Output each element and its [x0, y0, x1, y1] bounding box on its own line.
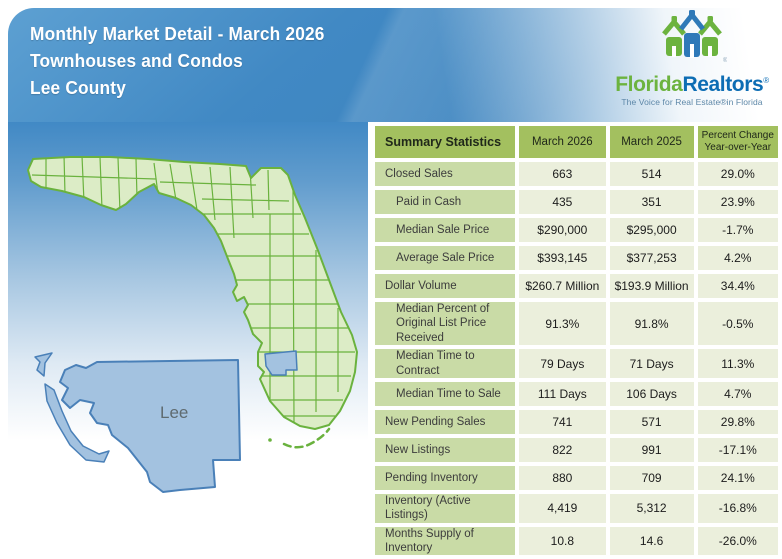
- logo-word-florida: Florida: [615, 73, 683, 96]
- title-line-county: Lee County: [30, 78, 127, 98]
- value-march-2026: 10.8: [519, 526, 606, 556]
- value-percent-change: 23.9%: [697, 190, 778, 214]
- row-label: Median Time to Contract: [375, 349, 516, 378]
- value-march-2026: 663: [519, 162, 606, 186]
- value-march-2026: 435: [519, 190, 606, 214]
- value-march-2025: 991: [609, 437, 694, 462]
- row-label: Median Time to Sale: [375, 381, 516, 406]
- value-percent-change: 29.8%: [697, 409, 778, 434]
- value-march-2025: 351: [609, 190, 694, 214]
- value-march-2025: 709: [609, 465, 694, 490]
- value-march-2026: 91.3%: [519, 302, 606, 346]
- title-line-property-type: Townhouses and Condos: [30, 51, 243, 71]
- value-percent-change: 24.1%: [697, 465, 778, 490]
- florida-realtors-logo: ® FloridaRealtors® The Voice for Real Es…: [610, 10, 774, 107]
- lee-county-highlight: [264, 350, 298, 376]
- row-label: Paid in Cash: [375, 190, 516, 214]
- value-march-2025: 571: [609, 409, 694, 434]
- row-label: Closed Sales: [375, 162, 516, 186]
- value-percent-change: -26.0%: [697, 526, 778, 556]
- table-row: New Listings 822 991 -17.1%: [375, 437, 778, 462]
- table-row: Closed Sales 663 514 29.0%: [375, 162, 778, 186]
- logo-tagline: The Voice for Real Estate®in Florida: [621, 97, 763, 107]
- table-row: New Pending Sales 741 571 29.8%: [375, 409, 778, 434]
- florida-county-map: Lee: [8, 122, 368, 541]
- inset-island-barrier: [44, 383, 110, 463]
- logo-word-realtors: Realtors: [682, 73, 764, 96]
- row-label: Median Sale Price: [375, 218, 516, 242]
- table-row: Inventory (Active Listings) 4,419 5,312 …: [375, 493, 778, 523]
- house-people-icon: ®: [662, 10, 727, 64]
- value-march-2026: $290,000: [519, 218, 606, 242]
- column-header-percent-change: Percent Change Year-over-Year: [697, 126, 778, 158]
- value-percent-change: 29.0%: [697, 162, 778, 186]
- value-march-2026: 822: [519, 437, 606, 462]
- header-banner: Monthly Market Detail - March 2026 Townh…: [8, 8, 782, 122]
- row-label: Pending Inventory: [375, 465, 516, 490]
- table-row: Average Sale Price $393,145 $377,253 4.2…: [375, 246, 778, 270]
- row-label: New Pending Sales: [375, 409, 516, 434]
- value-percent-change: 11.3%: [697, 349, 778, 378]
- column-header-march-2026: March 2026: [519, 126, 606, 158]
- county-boundaries: [31, 157, 356, 423]
- table-row: Median Percent of Original List Price Re…: [375, 302, 778, 346]
- row-label: New Listings: [375, 437, 516, 462]
- value-march-2025: $295,000: [609, 218, 694, 242]
- value-percent-change: -16.8%: [697, 493, 778, 523]
- value-march-2026: 79 Days: [519, 349, 606, 378]
- value-march-2025: 514: [609, 162, 694, 186]
- inset-island-north: [34, 352, 53, 377]
- row-label: Dollar Volume: [375, 274, 516, 298]
- value-march-2026: 880: [519, 465, 606, 490]
- table-row: Median Time to Contract 79 Days 71 Days …: [375, 349, 778, 378]
- inset-county-label: Lee: [160, 403, 188, 422]
- value-march-2025: 14.6: [609, 526, 694, 556]
- value-march-2026: 741: [519, 409, 606, 434]
- table-row: Median Sale Price $290,000 $295,000 -1.7…: [375, 218, 778, 242]
- table-row: Median Time to Sale 111 Days 106 Days 4.…: [375, 381, 778, 406]
- column-header-march-2025: March 2025: [609, 126, 694, 158]
- row-label: Average Sale Price: [375, 246, 516, 270]
- key-island-dot: [268, 438, 272, 442]
- row-label: Months Supply of Inventory: [375, 526, 516, 556]
- value-percent-change: -1.7%: [697, 218, 778, 242]
- value-march-2025: 91.8%: [609, 302, 694, 346]
- value-march-2025: $377,253: [609, 246, 694, 270]
- table-row: Paid in Cash 435 351 23.9%: [375, 190, 778, 214]
- table-row: Dollar Volume $260.7 Million $193.9 Mill…: [375, 274, 778, 298]
- value-march-2026: $260.7 Million: [519, 274, 606, 298]
- report-title: Monthly Market Detail - March 2026 Townh…: [30, 21, 325, 102]
- florida-keys: [282, 427, 331, 449]
- table-row: Pending Inventory 880 709 24.1%: [375, 465, 778, 490]
- row-label: Inventory (Active Listings): [375, 493, 516, 523]
- value-percent-change: -0.5%: [697, 302, 778, 346]
- value-march-2026: $393,145: [519, 246, 606, 270]
- table-row: Months Supply of Inventory 10.8 14.6 -26…: [375, 526, 778, 556]
- value-march-2025: 106 Days: [609, 381, 694, 406]
- value-march-2026: 111 Days: [519, 381, 606, 406]
- row-label: Median Percent of Original List Price Re…: [375, 302, 516, 346]
- value-percent-change: 34.4%: [697, 274, 778, 298]
- value-march-2025: 5,312: [609, 493, 694, 523]
- table-header-row: Summary Statistics March 2026 March 2025…: [375, 126, 778, 158]
- value-march-2026: 4,419: [519, 493, 606, 523]
- value-percent-change: 4.7%: [697, 381, 778, 406]
- value-march-2025: $193.9 Million: [609, 274, 694, 298]
- inset-county-shape: [59, 359, 241, 493]
- logo-wordmark: FloridaRealtors®: [610, 70, 774, 96]
- value-percent-change: 4.2%: [697, 246, 778, 270]
- column-header-summary-statistics: Summary Statistics: [375, 126, 516, 158]
- summary-statistics-table: Summary Statistics March 2026 March 2025…: [371, 122, 782, 559]
- title-line-report: Monthly Market Detail - March 2026: [30, 24, 325, 44]
- logo-registered-mark: ®: [763, 76, 769, 85]
- value-march-2025: 71 Days: [609, 349, 694, 378]
- value-percent-change: -17.1%: [697, 437, 778, 462]
- lee-county-inset: Lee: [34, 352, 241, 493]
- icon-registered-mark: ®: [723, 57, 727, 64]
